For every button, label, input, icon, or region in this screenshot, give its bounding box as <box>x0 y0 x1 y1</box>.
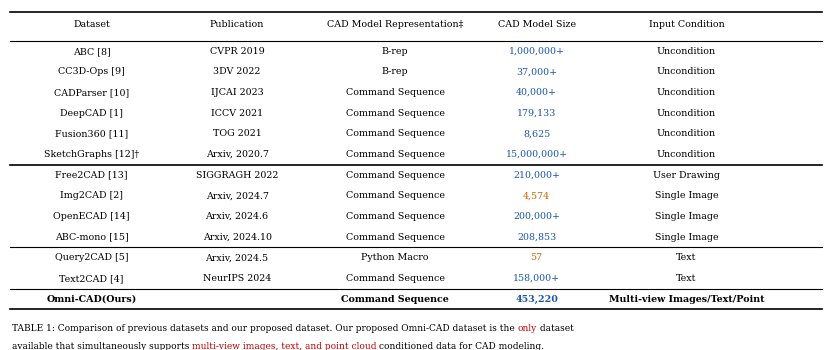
Text: dataset: dataset <box>537 324 573 333</box>
Text: 8,625: 8,625 <box>523 130 550 138</box>
Text: only: only <box>518 324 537 333</box>
Text: TOG 2021: TOG 2021 <box>213 130 261 138</box>
Text: ABC-mono [15]: ABC-mono [15] <box>55 233 128 241</box>
Text: ICCV 2021: ICCV 2021 <box>211 109 263 118</box>
Text: User Drawing: User Drawing <box>653 171 720 180</box>
Text: Publication: Publication <box>210 20 265 29</box>
Text: 208,853: 208,853 <box>517 233 557 241</box>
Text: Command Sequence: Command Sequence <box>346 150 444 159</box>
Text: Uncondition: Uncondition <box>656 130 716 138</box>
Text: Text: Text <box>676 274 696 283</box>
Text: Arxiv, 2024.6: Arxiv, 2024.6 <box>206 212 269 221</box>
Text: Command Sequence: Command Sequence <box>346 171 444 180</box>
Text: Arxiv, 2020.7: Arxiv, 2020.7 <box>206 150 269 159</box>
Text: Command Sequence: Command Sequence <box>346 191 444 200</box>
Text: Input Condition: Input Condition <box>648 20 725 29</box>
Text: Command Sequence: Command Sequence <box>346 109 444 118</box>
Text: Uncondition: Uncondition <box>656 150 716 159</box>
Text: Omni-CAD(Ours): Omni-CAD(Ours) <box>47 295 136 303</box>
Text: Command Sequence: Command Sequence <box>346 233 444 241</box>
Text: TABLE 1: Comparison of previous datasets and our proposed dataset. Our proposed : TABLE 1: Comparison of previous datasets… <box>12 324 518 333</box>
Text: conditioned data for CAD modeling.: conditioned data for CAD modeling. <box>376 342 544 350</box>
Text: Fusion360 [11]: Fusion360 [11] <box>55 130 128 138</box>
Text: 3DV 2022: 3DV 2022 <box>214 68 260 76</box>
Text: Dataset: Dataset <box>73 20 110 29</box>
Text: Arxiv, 2024.5: Arxiv, 2024.5 <box>206 253 269 262</box>
Text: Uncondition: Uncondition <box>656 68 716 76</box>
Text: multi-view images, text, and point cloud: multi-view images, text, and point cloud <box>192 342 376 350</box>
Text: Text2CAD [4]: Text2CAD [4] <box>59 274 124 283</box>
Text: DeepCAD [1]: DeepCAD [1] <box>60 109 123 118</box>
Text: Command Sequence: Command Sequence <box>341 295 449 303</box>
Text: Arxiv, 2024.10: Arxiv, 2024.10 <box>203 233 271 241</box>
Text: Command Sequence: Command Sequence <box>346 274 444 283</box>
Text: CAD Model Representation‡: CAD Model Representation‡ <box>327 20 463 29</box>
Text: Arxiv, 2024.7: Arxiv, 2024.7 <box>206 191 269 200</box>
Text: CVPR 2019: CVPR 2019 <box>210 47 265 56</box>
Text: B-rep: B-rep <box>382 47 409 56</box>
Text: OpenECAD [14]: OpenECAD [14] <box>53 212 130 221</box>
Text: Uncondition: Uncondition <box>656 109 716 118</box>
Text: CC3D-Ops [9]: CC3D-Ops [9] <box>58 68 125 76</box>
Text: 210,000+: 210,000+ <box>513 171 560 180</box>
Text: SIGGRAGH 2022: SIGGRAGH 2022 <box>196 171 279 180</box>
Text: B-rep: B-rep <box>382 68 409 76</box>
Text: 40,000+: 40,000+ <box>516 88 557 97</box>
Text: Command Sequence: Command Sequence <box>346 88 444 97</box>
Text: NeurIPS 2024: NeurIPS 2024 <box>203 274 271 283</box>
Text: 158,000+: 158,000+ <box>513 274 560 283</box>
Text: Command Sequence: Command Sequence <box>346 212 444 221</box>
Text: IJCAI 2023: IJCAI 2023 <box>210 88 264 97</box>
Text: Multi-view Images/Text/Point: Multi-view Images/Text/Point <box>608 295 765 303</box>
Text: Single Image: Single Image <box>655 233 718 241</box>
Text: Single Image: Single Image <box>655 191 718 200</box>
Text: 57: 57 <box>531 253 542 262</box>
Text: 200,000+: 200,000+ <box>513 212 560 221</box>
Text: 15,000,000+: 15,000,000+ <box>506 150 567 159</box>
Text: Single Image: Single Image <box>655 212 718 221</box>
Text: Query2CAD [5]: Query2CAD [5] <box>55 253 128 262</box>
Text: Img2CAD [2]: Img2CAD [2] <box>60 191 123 200</box>
Text: Free2CAD [13]: Free2CAD [13] <box>55 171 128 180</box>
Text: Uncondition: Uncondition <box>656 47 716 56</box>
Text: 1,000,000+: 1,000,000+ <box>508 47 565 56</box>
Text: Uncondition: Uncondition <box>656 88 716 97</box>
Text: Python Macro: Python Macro <box>361 253 429 262</box>
Text: 4,574: 4,574 <box>523 191 550 200</box>
Text: Command Sequence: Command Sequence <box>346 130 444 138</box>
Text: 179,133: 179,133 <box>517 109 557 118</box>
Text: 37,000+: 37,000+ <box>516 68 557 76</box>
Text: Text: Text <box>676 253 696 262</box>
Text: CAD Model Size: CAD Model Size <box>498 20 576 29</box>
Text: available that simultaneously supports: available that simultaneously supports <box>12 342 192 350</box>
Text: 453,220: 453,220 <box>515 295 558 303</box>
Text: SketchGraphs [12]†: SketchGraphs [12]† <box>44 150 139 159</box>
Text: CADParser [10]: CADParser [10] <box>54 88 129 97</box>
Text: ABC [8]: ABC [8] <box>72 47 111 56</box>
